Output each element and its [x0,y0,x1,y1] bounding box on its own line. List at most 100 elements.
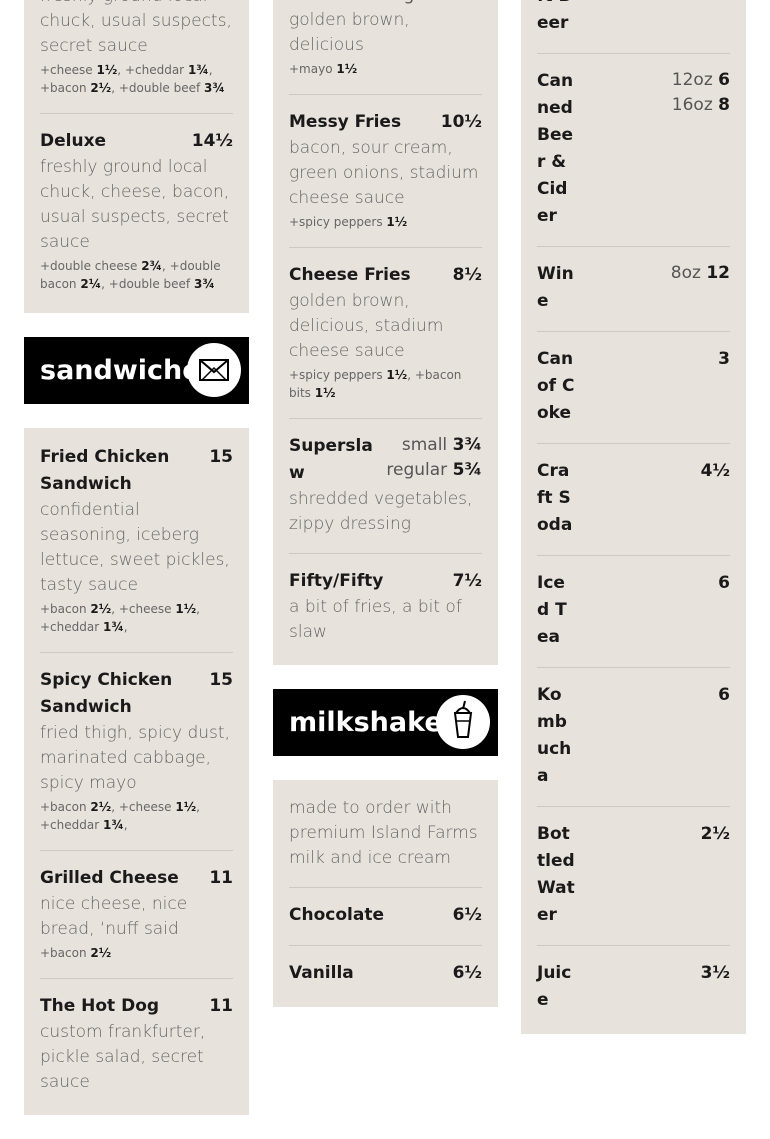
size-label: small [401,435,448,455]
size-label: 16oz [671,95,713,115]
addon-label: +bacon [40,946,87,960]
addon-separator: , [196,602,200,616]
item-header: Bottled Water 2½ [537,821,730,929]
size-label: regular [386,0,447,5]
size-line: regular 5¾ [386,458,482,483]
addon-price: 1½ [386,368,408,382]
size-label: regular [386,460,448,480]
size-line: 12oz 6 [672,68,730,93]
menu-item: Can of Coke 3 [537,331,730,443]
item-name: Vanilla [289,963,354,983]
item-name: Fried Chicken Sandwich [40,447,170,494]
menu-item: Chocolate 6½ [289,887,482,945]
item-addons: +spicy peppers 1½ [289,213,482,231]
addon-label: +cheddar [40,818,100,832]
menu-item: Canned Beer & Cider 12oz 6 16oz 8 [537,53,730,246]
item-addons: +bacon 2½, +cheese 1½, +cheddar 1¾, [40,600,233,636]
item-header: Grilled Cheese 11 [40,865,233,892]
item-header: Juice 3½ [537,960,730,1014]
item-description: shredded vegetables, zippy dressing [289,489,473,534]
item-addons: +spicy peppers 1½, +bacon bits 1½ [289,366,482,402]
item-header: Fifty/Fifty 7½ [289,568,482,595]
addon-label: +double beef [108,277,191,291]
addon-price: 2¼ [80,277,102,291]
item-description: a bit of fries, a bit of slaw [289,597,462,642]
addon-price: 1½ [314,386,336,400]
item-header: Craft Beer16oz 8 [537,0,730,37]
addon-separator: , [196,800,200,814]
item-header: Iced Tea 6 [537,570,730,651]
menu-item: Juice 3½ [537,945,730,1030]
item-description: freshly ground local chuck, usual suspec… [40,0,232,56]
addon-price: 1½ [386,215,408,229]
item-name: Deluxe [40,131,107,151]
item-description: fried thigh, spicy dust, marinated cabba… [40,723,230,793]
item-price: 6 [718,685,730,705]
menu-card: Craft Beer16oz 8Canned Beer & Cider12oz … [521,0,746,1034]
section-header: milkshakes [273,689,498,756]
addon-label: +double bacon [40,259,221,291]
menu-item: Deluxe 14½ freshly ground local chuck, che… [40,113,233,309]
menu-item: freshly ground local chuck, usual suspec… [40,0,233,113]
addon-label: +cheese [40,63,93,77]
section-icon [187,343,241,397]
item-name: Craft Soda [537,461,573,535]
menu-item: Fifty/Fifty 7½ a bit of fries, a bit of sl… [289,553,482,661]
menu-card: made to order with premium Island Farms … [273,780,498,1007]
addon-price: 1½ [175,800,197,814]
item-price: 6½ [452,963,482,983]
item-description: bacon, sour cream, green onions, stadium… [289,138,479,208]
menu-item: Messy Fries 10½ bacon, sour cream, green o… [289,94,482,247]
addon-label: +spicy peppers [289,215,383,229]
menu-item: Cheese Fries 8½ golden brown, delicious, s… [289,247,482,418]
menu-item: Iced Tea 6 [537,555,730,667]
size-price: 3¾ [452,435,482,455]
item-price: 3 [718,349,730,369]
item-name: Canned Beer & Cider [537,71,574,226]
menu-card: freshly ground local chuck, usual suspec… [24,0,249,313]
item-addons: +bacon 2½, +cheese 1½, +cheddar 1¾, [40,798,233,834]
item-price: 10½ [440,112,482,132]
menu-item: The Hot Dog 11 custom frankfurter, pickle … [40,978,233,1111]
item-addons: +double cheese 2¾, +double bacon 2¼, +do… [40,257,233,293]
item-name: Craft Beer [537,0,571,33]
size-line: 16oz 8 [672,93,730,118]
item-header: Craft Soda 4½ [537,458,730,539]
addon-price: 1¾ [103,818,124,832]
size-line: small 3¾ [386,433,482,458]
item-name: Chocolate [289,905,384,925]
menu-item: Craft Beer16oz 8 [537,0,730,53]
menu-item: made to order with premium Island Farms … [289,782,482,887]
menu-column: regular 5¾ golden brown, delicious +mayo 1… [273,0,498,1031]
menu-card: regular 5¾ golden brown, delicious +mayo 1… [273,0,498,665]
item-name: Kombucha [537,685,572,786]
menu-card: Fried Chicken Sandwich 15 confidential sea… [24,428,249,1115]
item-price: 3½ [700,963,730,983]
section-title: milkshakes [289,707,459,738]
addon-label: +bacon [40,602,87,616]
menu-item: Grilled Cheese 11 nice cheese, nice bread,… [40,850,233,978]
item-price: 6½ [452,905,482,925]
menu-item: Craft Soda 4½ [537,443,730,555]
addon-separator: , [111,602,116,616]
menu-item: Superslaw small 3¾ regular 5¾ shredded vege… [289,418,482,553]
section-icon [436,695,490,749]
item-header: Deluxe 14½ [40,128,233,155]
item-header: Spicy Chicken Sandwich 15 [40,667,233,721]
item-price: 11 [209,996,233,1016]
item-price: 4½ [700,461,730,481]
addon-label: +double beef [118,81,201,95]
addon-price: 1½ [175,602,197,616]
addon-price: 2½ [90,81,112,95]
size-price: 8 [718,95,730,115]
item-header: Can of Coke 3 [537,346,730,427]
section-header: sandwiches [24,337,249,404]
item-name: Grilled Cheese [40,868,179,888]
addon-price: 1¾ [187,63,209,77]
addon-separator: , [123,620,128,634]
size-price: 12 [706,263,730,283]
item-price: 11 [209,868,233,888]
item-addons: +mayo 1½ [289,60,482,78]
item-description: freshly ground local chuck, cheese, baco… [40,157,230,252]
item-sizes: small 3¾ regular 5¾ [386,433,482,483]
